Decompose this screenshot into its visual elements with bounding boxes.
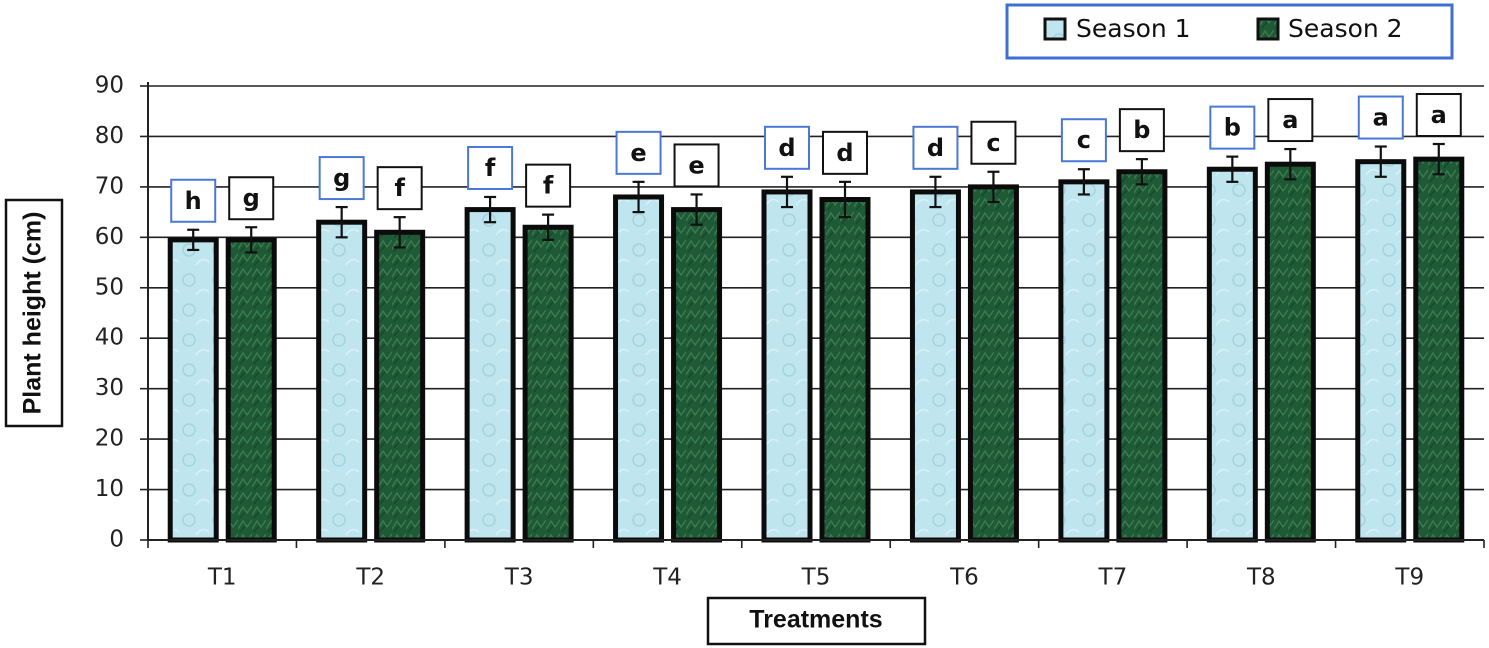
bar-2-T8 xyxy=(1264,161,1316,543)
y-tick-label: 20 xyxy=(95,426,124,452)
y-axis-label: Plant height (cm) xyxy=(19,212,47,415)
significance-letter: e xyxy=(688,151,704,179)
x-axis-title: Treatments xyxy=(706,596,927,646)
x-tick-label: T9 xyxy=(1394,565,1424,591)
significance-letter: g xyxy=(243,184,260,212)
bar-1-T2 xyxy=(316,219,368,543)
bar-2-T5 xyxy=(819,197,871,543)
x-tick-label: T4 xyxy=(652,565,682,591)
legend-label-season-2: Season 2 xyxy=(1288,14,1403,43)
significance-letter: f xyxy=(543,172,554,200)
legend-label-season-1: Season 1 xyxy=(1076,14,1191,43)
significance-letter: b xyxy=(1133,116,1150,144)
significance-letter: c xyxy=(1077,126,1091,154)
significance-box xyxy=(1118,108,1165,153)
significance-box xyxy=(673,143,720,188)
bar-1-T4 xyxy=(613,194,665,543)
bar-1-T9 xyxy=(1355,159,1407,543)
gridlines xyxy=(148,85,1484,491)
y-tick-label: 50 xyxy=(95,274,124,300)
significance-box xyxy=(1267,98,1314,143)
significance-letter: d xyxy=(836,139,853,167)
bar-2-T2 xyxy=(374,229,426,543)
significance-letter: a xyxy=(1431,101,1447,129)
x-tick-label: T2 xyxy=(355,565,385,591)
significance-letter: c xyxy=(986,129,1000,157)
x-tick-label: T1 xyxy=(207,565,237,591)
significance-box xyxy=(764,125,810,170)
significance-letter: a xyxy=(1373,104,1389,132)
significance-box xyxy=(615,130,662,175)
significance-box xyxy=(1209,105,1256,150)
x-axis-label: Treatments xyxy=(749,606,882,634)
significance-box xyxy=(228,176,275,221)
bar-1-T8 xyxy=(1206,166,1258,543)
significance-box xyxy=(1357,95,1404,140)
significance-letter: d xyxy=(778,134,795,162)
y-tick-label: 40 xyxy=(95,325,124,351)
significance-letter: f xyxy=(485,154,496,182)
y-axis-ticks: 0 10 20 30 40 50 60 70 80 90 xyxy=(95,73,148,553)
x-tick-label: T6 xyxy=(949,565,979,591)
significance-letter: e xyxy=(630,139,646,167)
significance-letter: h xyxy=(185,187,202,215)
axes xyxy=(147,82,1484,541)
significance-box xyxy=(912,125,959,170)
significance-box xyxy=(1060,118,1107,163)
legend-frame xyxy=(1005,3,1454,60)
significance-letter: g xyxy=(333,164,350,192)
x-tick-label: T8 xyxy=(1246,565,1276,591)
significance-box xyxy=(525,163,572,208)
significance-box xyxy=(1415,93,1462,138)
x-tick-label: T3 xyxy=(504,565,534,591)
x-axis-ticks: T1 T2 T3 T4 T5 T6 T7 T8 T9 xyxy=(147,540,1485,591)
bar-2-T9 xyxy=(1413,156,1465,543)
y-axis-title: Plant height (cm) xyxy=(4,198,64,428)
y-tick-label: 30 xyxy=(95,375,124,401)
bar-2-T1 xyxy=(225,237,277,543)
bar-1-T7 xyxy=(1058,179,1110,543)
significance-box xyxy=(170,178,217,223)
significance-box xyxy=(822,130,868,175)
y-tick-label: 70 xyxy=(95,173,124,199)
x-tick-label: T5 xyxy=(801,565,831,591)
bar-1-T3 xyxy=(464,207,516,543)
bar-2-T4 xyxy=(671,207,723,543)
significance-box xyxy=(467,145,514,190)
y-tick-label: 60 xyxy=(95,224,124,250)
y-tick-label: 0 xyxy=(109,527,124,553)
legend-swatch-season-2 xyxy=(1256,17,1280,41)
bars: h g g f f f e e d d d c c b b a a a xyxy=(167,93,1465,543)
y-tick-label: 10 xyxy=(95,476,124,502)
bar-1-T5 xyxy=(761,189,813,543)
legend-swatch-season-1 xyxy=(1043,17,1067,41)
x-tick-label: T7 xyxy=(1098,565,1128,591)
bar-2-T7 xyxy=(1116,169,1168,543)
y-tick-label: 90 xyxy=(95,73,124,99)
significance-letter: f xyxy=(394,174,405,202)
bar-1-T6 xyxy=(909,189,961,543)
significance-letter: d xyxy=(927,134,944,162)
significance-letter: a xyxy=(1282,106,1298,134)
bar-2-T3 xyxy=(522,224,574,543)
significance-letter: b xyxy=(1224,114,1241,142)
y-tick-label: 80 xyxy=(95,123,124,149)
significance-box xyxy=(318,156,365,201)
significance-box xyxy=(970,120,1017,165)
significance-box xyxy=(376,166,423,211)
bar-2-T6 xyxy=(967,184,1019,543)
legend: Season 1 Season 2 xyxy=(1005,3,1454,60)
bar-1-T1 xyxy=(167,237,219,543)
